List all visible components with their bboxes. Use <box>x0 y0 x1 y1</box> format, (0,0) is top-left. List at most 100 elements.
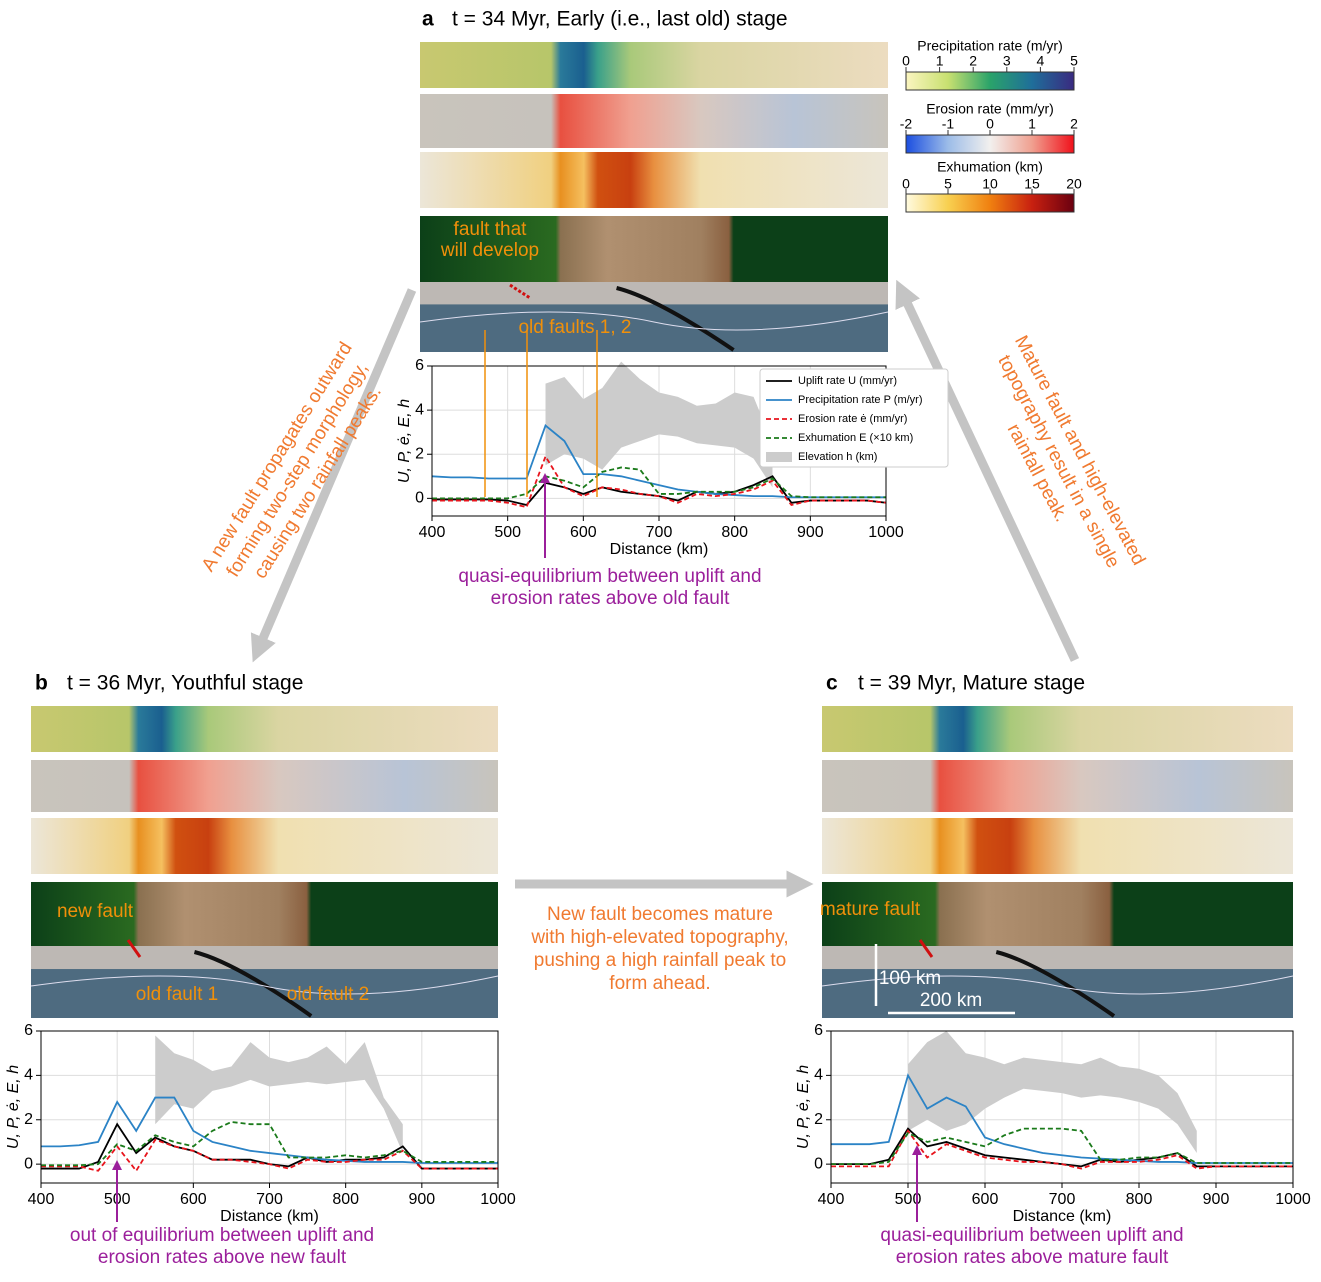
annotation: out of equilibrium between uplift and <box>70 1225 374 1246</box>
x-tick-label: 600 <box>972 1191 999 1208</box>
x-tick-label: 700 <box>256 1191 283 1208</box>
annotation: new fault <box>57 901 134 922</box>
legend-label: Erosion rate ė (mm/yr) <box>798 413 907 425</box>
panel-label: b <box>35 672 48 695</box>
colorbar-tick-label: 15 <box>1024 176 1040 192</box>
colorbar-tick-label: 2 <box>1070 116 1078 132</box>
y-tick-label: 6 <box>415 357 424 374</box>
x-tick-label: 1000 <box>868 524 904 541</box>
note: topography result in a single <box>993 352 1123 572</box>
colorbar-tick-label: 0 <box>902 53 910 69</box>
x-axis-label: Distance (km) <box>1013 1208 1112 1225</box>
x-tick-label: 800 <box>1126 1191 1153 1208</box>
colorbar-title: Exhumation (km) <box>937 159 1043 175</box>
legend-label: Uplift rate U (mm/yr) <box>798 375 897 387</box>
note: New fault becomes mature <box>547 904 773 925</box>
x-tick-label: 800 <box>721 524 748 541</box>
colorbar-tick-label: 5 <box>944 176 952 192</box>
panel-title: t = 36 Myr, Youthful stage <box>67 672 303 695</box>
annotation: mature fault <box>820 899 921 920</box>
annotation: fault that <box>454 219 528 240</box>
annotation: 200 km <box>920 990 982 1011</box>
legend-label: Elevation h (km) <box>798 451 877 463</box>
y-tick-label: 0 <box>415 490 424 507</box>
y-axis-label: U, P, ė, E, h <box>396 399 413 483</box>
panel-title: t = 34 Myr, Early (i.e., last old) stage <box>452 8 788 31</box>
x-tick-label: 1000 <box>1275 1191 1311 1208</box>
colorbar-tick-label: 10 <box>982 176 998 192</box>
x-tick-label: 700 <box>1049 1191 1076 1208</box>
x-tick-label: 900 <box>1203 1191 1230 1208</box>
panel-label: a <box>422 8 434 31</box>
annotation: will develop <box>440 240 539 261</box>
annotation: old faults 1, 2 <box>518 317 631 338</box>
y-axis-label: U, P, ė, E, h <box>5 1065 22 1149</box>
colorbar-tick-label: 1 <box>936 53 944 69</box>
colorbar-tick-label: 2 <box>969 53 977 69</box>
colorbar-tick-label: 5 <box>1070 53 1078 69</box>
colorbar-title: Precipitation rate (m/yr) <box>917 38 1062 54</box>
x-tick-label: 900 <box>797 524 824 541</box>
y-tick-label: 2 <box>814 1111 823 1128</box>
model-strip <box>31 818 498 874</box>
y-tick-label: 4 <box>814 1067 823 1084</box>
legend-swatch <box>766 452 792 462</box>
legend-label: Precipitation rate P (m/yr) <box>798 394 923 406</box>
colorbar-title: Erosion rate (mm/yr) <box>926 101 1054 117</box>
y-tick-label: 0 <box>814 1155 823 1172</box>
x-tick-label: 700 <box>646 524 673 541</box>
note: form ahead. <box>609 973 710 994</box>
cross-section-crust <box>822 946 1293 969</box>
y-tick-label: 4 <box>415 401 424 418</box>
model-strip <box>420 94 888 148</box>
x-tick-label: 400 <box>419 524 446 541</box>
x-tick-label: 1000 <box>480 1191 516 1208</box>
x-tick-label: 900 <box>408 1191 435 1208</box>
model-strip <box>31 760 498 812</box>
annotation: old fault 2 <box>287 984 369 1005</box>
model-strip <box>420 42 888 88</box>
y-tick-label: 2 <box>24 1111 33 1128</box>
annotation: old fault 1 <box>136 984 218 1005</box>
note: pushing a high rainfall peak to <box>534 950 786 971</box>
annotation: erosion rates above old fault <box>491 588 730 609</box>
panel-label: c <box>826 672 838 695</box>
annotation: 100 km <box>879 968 941 989</box>
annotation: erosion rates above new fault <box>98 1247 347 1268</box>
model-strip <box>822 706 1293 752</box>
annotation: quasi-equilibrium between uplift and <box>880 1225 1183 1246</box>
annotation: quasi-equilibrium between uplift and <box>458 566 761 587</box>
model-strip <box>822 760 1293 812</box>
colorbar-tick-label: 0 <box>902 176 910 192</box>
colorbar-tick-label: 4 <box>1037 53 1045 69</box>
x-tick-label: 400 <box>28 1191 55 1208</box>
y-axis-label: U, P, ė, E, h <box>795 1065 812 1149</box>
colorbar <box>906 72 1074 90</box>
colorbar-tick-label: 0 <box>986 116 994 132</box>
colorbar-tick-label: 20 <box>1066 176 1082 192</box>
x-tick-label: 400 <box>818 1191 845 1208</box>
model-strip <box>31 706 498 752</box>
colorbar-tick-label: -2 <box>900 116 913 132</box>
panel-title: t = 39 Myr, Mature stage <box>858 672 1085 695</box>
colorbar-tick-label: -1 <box>942 116 955 132</box>
x-tick-label: 600 <box>570 524 597 541</box>
y-tick-label: 6 <box>814 1022 823 1039</box>
x-axis-label: Distance (km) <box>610 541 709 558</box>
figure: Precipitation rate (m/yr) 0 1 2 3 4 5 Erosion r… <box>0 0 1321 1277</box>
model-strip <box>420 152 888 208</box>
legend-label: Exhumation E (×10 km) <box>798 432 913 444</box>
y-tick-label: 4 <box>24 1067 33 1084</box>
colorbar-tick-label: 1 <box>1028 116 1036 132</box>
y-tick-label: 2 <box>415 445 424 462</box>
cross-section-crust <box>31 946 498 969</box>
note: with high-elevated topography, <box>530 927 788 948</box>
colorbar <box>906 194 1074 212</box>
model-strip <box>822 818 1293 874</box>
x-axis-label: Distance (km) <box>220 1208 319 1225</box>
y-tick-label: 0 <box>24 1155 33 1172</box>
colorbar <box>906 135 1074 153</box>
x-tick-label: 800 <box>332 1191 359 1208</box>
x-tick-label: 500 <box>494 524 521 541</box>
colorbar-tick-label: 3 <box>1003 53 1011 69</box>
